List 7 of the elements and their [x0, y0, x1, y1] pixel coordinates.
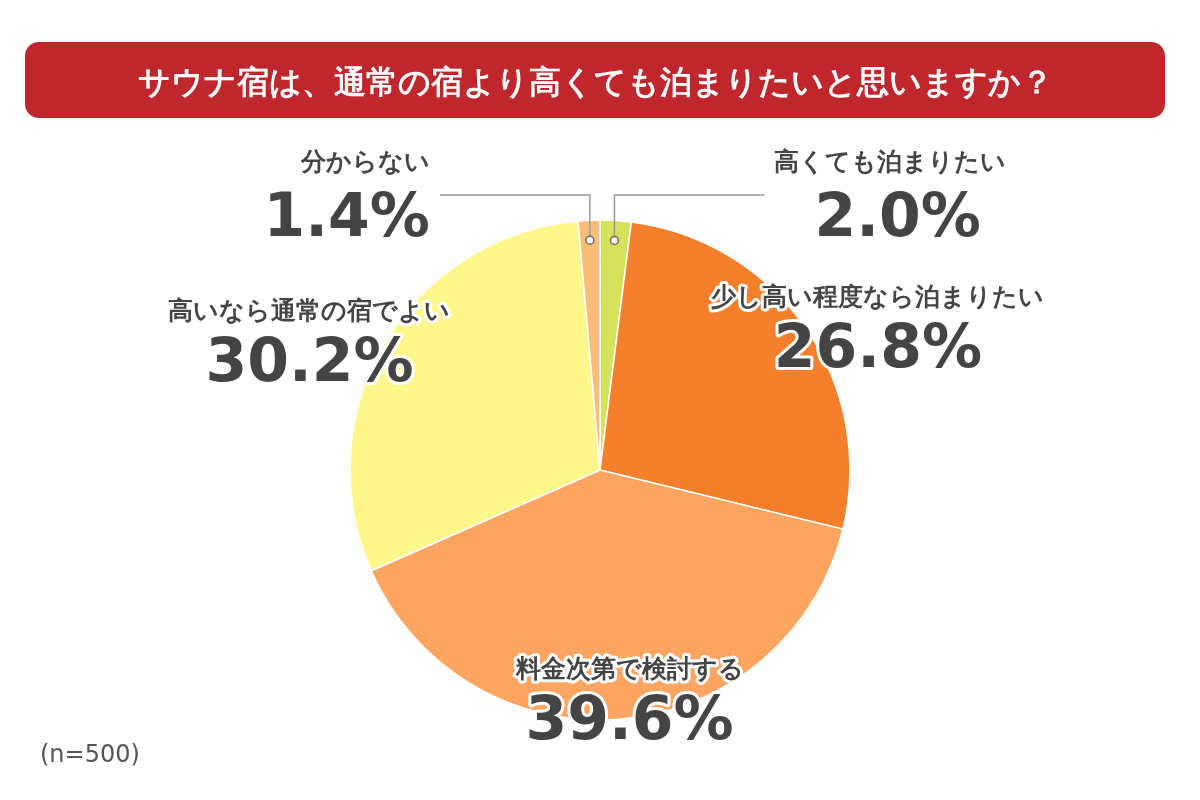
- chart-title: サウナ宿は、通常の宿より高くても泊まりたいと思いますか？: [137, 63, 1053, 101]
- text: (n=500): [40, 740, 140, 768]
- slice-label: 分からない: [299, 147, 430, 176]
- data-label: 2.0%: [814, 180, 981, 250]
- data-label: 1.4%: [263, 180, 430, 250]
- slice-label: 高くても泊まりたい: [774, 147, 1007, 176]
- slice-label: 料金次第で検討する: [514, 653, 744, 683]
